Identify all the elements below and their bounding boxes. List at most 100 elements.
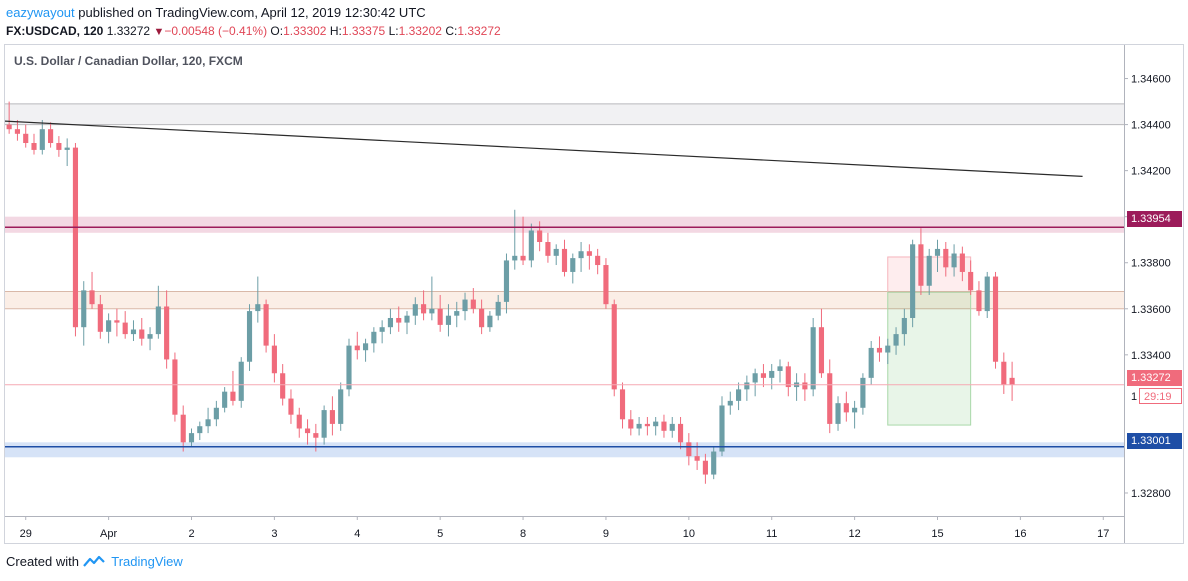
candle-body bbox=[213, 407, 219, 420]
candle-body bbox=[205, 419, 211, 427]
candle-body bbox=[918, 244, 924, 286]
candle-body bbox=[404, 315, 410, 323]
time-tick-label: 5 bbox=[437, 528, 443, 540]
candle-body bbox=[255, 304, 261, 312]
bull-candle bbox=[379, 320, 385, 344]
candle-body bbox=[852, 407, 858, 413]
time-tick-label: 12 bbox=[848, 528, 860, 540]
candle-body bbox=[992, 276, 999, 362]
bear-candle bbox=[354, 331, 360, 360]
candle-body bbox=[56, 143, 62, 150]
bear-candle bbox=[843, 391, 849, 422]
bull-candle bbox=[371, 327, 377, 353]
bull-candle bbox=[835, 396, 841, 431]
candle-body bbox=[611, 304, 617, 390]
candle-body bbox=[578, 251, 584, 259]
price-tick-label: 1.33600 bbox=[1131, 304, 1171, 316]
bull-candle bbox=[205, 407, 211, 434]
candle-body bbox=[1001, 361, 1007, 385]
candle-body bbox=[48, 129, 54, 144]
bear-candle bbox=[230, 370, 236, 406]
candle-body bbox=[545, 242, 551, 256]
bear-candle bbox=[89, 271, 95, 309]
candle-body bbox=[238, 361, 244, 401]
candle-body bbox=[246, 311, 253, 362]
tradingview-link[interactable]: TradingView bbox=[111, 554, 183, 569]
candle-body bbox=[106, 320, 112, 332]
time-tick-label: 16 bbox=[1014, 528, 1026, 540]
bear-candle bbox=[479, 299, 485, 335]
bear-candle bbox=[288, 389, 294, 424]
bear-candle bbox=[263, 299, 269, 353]
candle-body bbox=[97, 304, 103, 332]
bull-candle bbox=[570, 253, 576, 284]
candle-body bbox=[81, 290, 87, 328]
candle-body bbox=[421, 304, 427, 314]
bull-candle bbox=[984, 271, 990, 318]
candle-body bbox=[387, 317, 394, 328]
time-tick-label: 9 bbox=[603, 528, 609, 540]
bear-candle bbox=[918, 228, 924, 295]
resistance-price-tag: 1.33954 bbox=[1127, 211, 1182, 227]
bull-candle bbox=[951, 244, 957, 277]
candle-body bbox=[31, 143, 37, 150]
bull-candle bbox=[727, 391, 733, 415]
candle-body bbox=[280, 373, 286, 399]
bull-candle bbox=[147, 327, 153, 351]
bull-candle bbox=[810, 317, 816, 397]
candle-body bbox=[164, 306, 170, 360]
bear-candle bbox=[968, 260, 974, 295]
candle-body bbox=[313, 433, 319, 438]
bull-candle bbox=[188, 428, 195, 447]
candle-body bbox=[976, 290, 982, 312]
open-label: O: bbox=[270, 24, 284, 38]
candle-body bbox=[984, 276, 990, 312]
bear-candle bbox=[122, 311, 128, 339]
bull-candle bbox=[462, 292, 468, 321]
bear-candle bbox=[545, 232, 551, 263]
candle-body bbox=[288, 398, 294, 415]
bull-candle bbox=[429, 276, 435, 321]
price-tick-label: 1.34200 bbox=[1131, 166, 1171, 178]
bull-candle bbox=[412, 297, 418, 325]
candle-body bbox=[520, 255, 526, 261]
bull-candle bbox=[910, 239, 916, 328]
bull-candle bbox=[752, 368, 758, 397]
bear-candle bbox=[876, 336, 883, 362]
bull-candle bbox=[512, 209, 518, 270]
bull-candle bbox=[155, 285, 161, 339]
candle-body bbox=[860, 377, 866, 408]
bull-candle bbox=[503, 253, 510, 314]
bear-candle bbox=[677, 416, 684, 450]
candle-body bbox=[39, 129, 45, 150]
time-tick-label: 17 bbox=[1097, 528, 1109, 540]
bull-candle bbox=[744, 375, 750, 401]
candle-body bbox=[644, 423, 650, 427]
candle-body bbox=[64, 147, 70, 150]
price-tick-label: 1.33400 bbox=[1131, 350, 1171, 362]
candle-body bbox=[744, 382, 750, 390]
author-link[interactable]: eazywayout bbox=[6, 5, 75, 20]
price-tick-label: 1.33800 bbox=[1131, 258, 1171, 270]
last-price: 1.33272 bbox=[106, 24, 151, 38]
candle-body bbox=[172, 359, 178, 415]
time-tick-label: Apr bbox=[100, 528, 117, 540]
candle-body bbox=[628, 419, 634, 429]
candle-body bbox=[910, 244, 916, 318]
candle-body bbox=[835, 403, 841, 424]
bull-candle bbox=[528, 223, 534, 268]
candle-body bbox=[818, 327, 825, 374]
candle-body bbox=[362, 343, 369, 351]
close-label: C: bbox=[445, 24, 458, 38]
candle-body bbox=[570, 258, 576, 272]
bear-candle bbox=[537, 221, 543, 252]
bear-candle bbox=[396, 306, 402, 332]
header: eazywayout published on TradingView.com,… bbox=[6, 4, 501, 41]
candle-body bbox=[329, 410, 335, 424]
time-axis-ticks: 29 Apr 2 3 4 5 8 9 10 11 12 15 16 17 bbox=[20, 516, 1109, 540]
bear-candle bbox=[818, 308, 825, 378]
low-label: L: bbox=[388, 24, 399, 38]
bear-candle bbox=[470, 288, 476, 314]
price-tick-label: 1.34400 bbox=[1131, 120, 1171, 132]
